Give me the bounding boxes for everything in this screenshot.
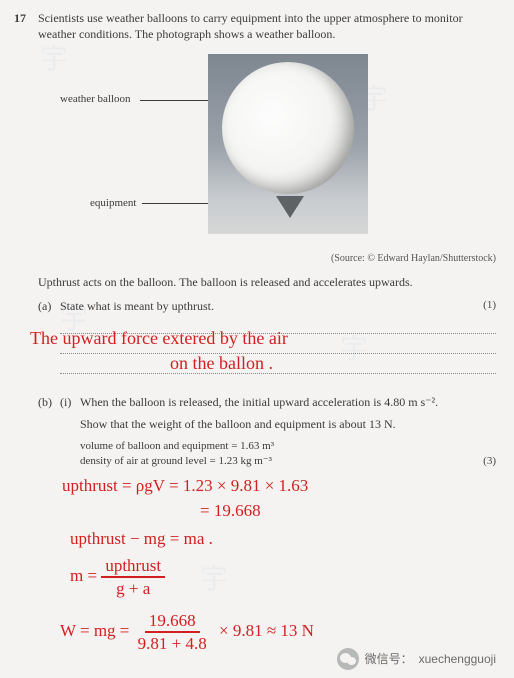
- part-a-marks: (1): [483, 298, 496, 313]
- wechat-icon: [337, 648, 359, 670]
- sub-i-label: (i): [60, 394, 80, 469]
- photo-box: [208, 54, 368, 234]
- image-source: (Source: © Edward Haylan/Shutterstock): [38, 252, 496, 266]
- question-number: 17: [14, 10, 26, 26]
- handwritten-working: m = upthrust g + a: [70, 555, 165, 600]
- watermark: 宇: [200, 560, 228, 598]
- upthrust-statement: Upthrust acts on the balloon. The balloo…: [38, 274, 496, 290]
- part-a-prompt: State what is meant by upthrust.: [60, 299, 214, 313]
- handwritten-working: upthrust − mg = ma .: [70, 528, 213, 549]
- balloon-diagram: weather balloon equipment: [38, 50, 496, 250]
- part-b: (b) (i) When the balloon is released, th…: [38, 394, 496, 469]
- label-balloon: weather balloon: [60, 92, 131, 107]
- part-b-i: (i) When the balloon is released, the in…: [60, 394, 496, 469]
- handwritten-answer-a: The upward force extered by the air: [30, 327, 288, 350]
- handwritten-working: W = mg = 19.668 9.81 + 4.8 × 9.81 ≈ 13 N: [60, 610, 314, 655]
- balloon-shape: [222, 62, 354, 194]
- bi-given1: volume of balloon and equipment = 1.63 m…: [80, 439, 496, 454]
- part-b-label: (b): [38, 394, 60, 469]
- bi-line2: Show that the weight of the balloon and …: [80, 416, 496, 432]
- equipment-shape: [276, 196, 304, 218]
- wechat-label: 微信号：: [365, 651, 413, 667]
- label-equipment: equipment: [90, 196, 136, 211]
- bi-given2: density of air at ground level = 1.23 kg…: [80, 455, 272, 467]
- wechat-id: xuechengguoji: [419, 651, 496, 667]
- handwritten-working: upthrust = ρgV = 1.23 × 9.81 × 1.63: [62, 475, 308, 496]
- question-intro: Scientists use weather balloons to carry…: [38, 10, 496, 42]
- handwritten-working: = 19.668: [200, 500, 261, 521]
- answer-line: [60, 360, 496, 374]
- bi-line1: When the balloon is released, the initia…: [80, 394, 496, 410]
- handwritten-answer-a: on the ballon .: [170, 352, 273, 375]
- bi-marks: (3): [483, 454, 496, 469]
- wechat-badge: 微信号： xuechengguoji: [337, 648, 496, 670]
